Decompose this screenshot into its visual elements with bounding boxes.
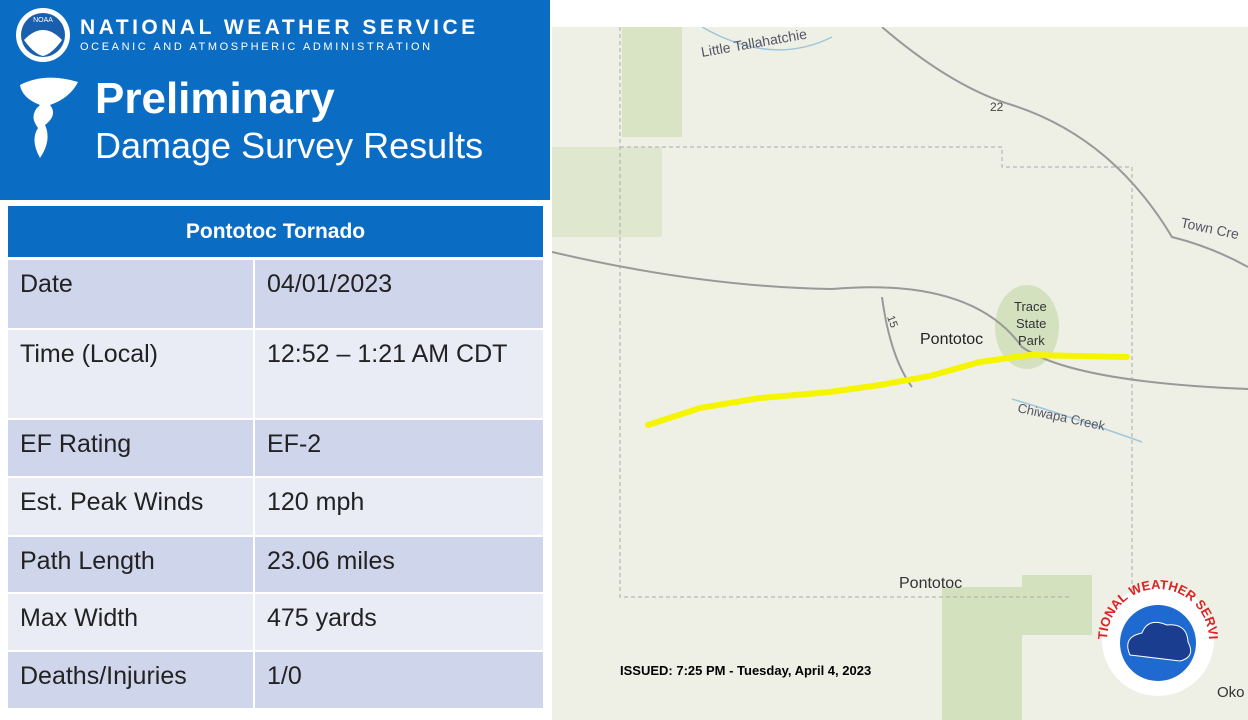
- map-label: Park: [1018, 333, 1045, 348]
- label-cell: Path Length: [8, 537, 255, 592]
- forest: [942, 587, 1022, 720]
- map-label: 22: [990, 100, 1004, 114]
- value-cell: 120 mph: [267, 488, 365, 516]
- header-art: NOAA NATIONAL WEATHER SERVICE OCEANIC AN…: [16, 8, 483, 166]
- tornado-icon: [20, 77, 78, 158]
- table-row: Time (Local) 12:52 – 1:21 AM CDT: [8, 330, 543, 420]
- issued: ISSUED: 7:25 PM - Tuesday, April 4, 2023: [620, 663, 871, 678]
- table-row: Date 04/01/2023: [8, 260, 543, 330]
- label-cell: Date: [8, 260, 255, 328]
- label-cell: Deaths/Injuries: [8, 652, 255, 708]
- label-cell: Est. Peak Winds: [8, 478, 255, 535]
- table-body: Date 04/01/2023 Time (Local) 12:52 – 1:21 A…: [8, 260, 543, 710]
- forest: [552, 147, 662, 237]
- table-row: Est. Peak Winds 120 mph: [8, 478, 543, 537]
- table-title: Pontotoc Tornado: [8, 206, 543, 260]
- table-row: Max Width 475 yards: [8, 594, 543, 652]
- value-cell: 04/01/2023: [267, 270, 393, 298]
- subtitle: Damage Survey Results: [95, 125, 483, 166]
- value-cell: EF-2: [267, 430, 322, 458]
- label-cell: EF Rating: [8, 420, 255, 476]
- county-lines: [619, 27, 1133, 607]
- header: NOAA NATIONAL WEATHER SERVICE OCEANIC AN…: [0, 0, 550, 200]
- forest: [622, 27, 682, 137]
- table-row: EF Rating EF-2: [8, 420, 543, 478]
- map-label: Pontotoc: [920, 331, 983, 348]
- tornado-track: [645, 351, 1130, 428]
- value-cell: 1/0: [267, 662, 302, 690]
- map-label: Oko: [1217, 684, 1245, 701]
- subagency: OCEANIC AND ATMOSPHERIC ADMINISTRATION: [80, 41, 433, 53]
- forest: [1022, 575, 1092, 635]
- table-row: Deaths/Injuries 1/0: [8, 652, 543, 710]
- park: [995, 285, 1059, 369]
- table-row: Path Length 23.06 miles: [8, 537, 543, 594]
- value-cell: 12:52 – 1:21 AM CDT: [267, 340, 508, 368]
- nws-cloud: [1127, 621, 1192, 662]
- value-cell: 23.06 miles: [267, 547, 395, 575]
- title: Preliminary: [95, 74, 335, 123]
- label-cell: Time (Local): [8, 330, 255, 418]
- agency: NATIONAL WEATHER SERVICE: [80, 16, 479, 39]
- map-label: 15: [884, 314, 899, 330]
- map-label: Trace: [1014, 299, 1047, 314]
- noaa-label: NOAA: [33, 17, 53, 24]
- noaa-bird: [24, 30, 62, 56]
- table: Pontotoc Tornado Date 04/01/2023 Time (Loc…: [8, 206, 543, 710]
- map-label: State: [1016, 316, 1046, 331]
- map-label: Pontotoc: [899, 575, 962, 592]
- label-cell: Max Width: [8, 594, 255, 650]
- rivers: [701, 27, 1143, 443]
- value-cell: 475 yards: [267, 604, 377, 632]
